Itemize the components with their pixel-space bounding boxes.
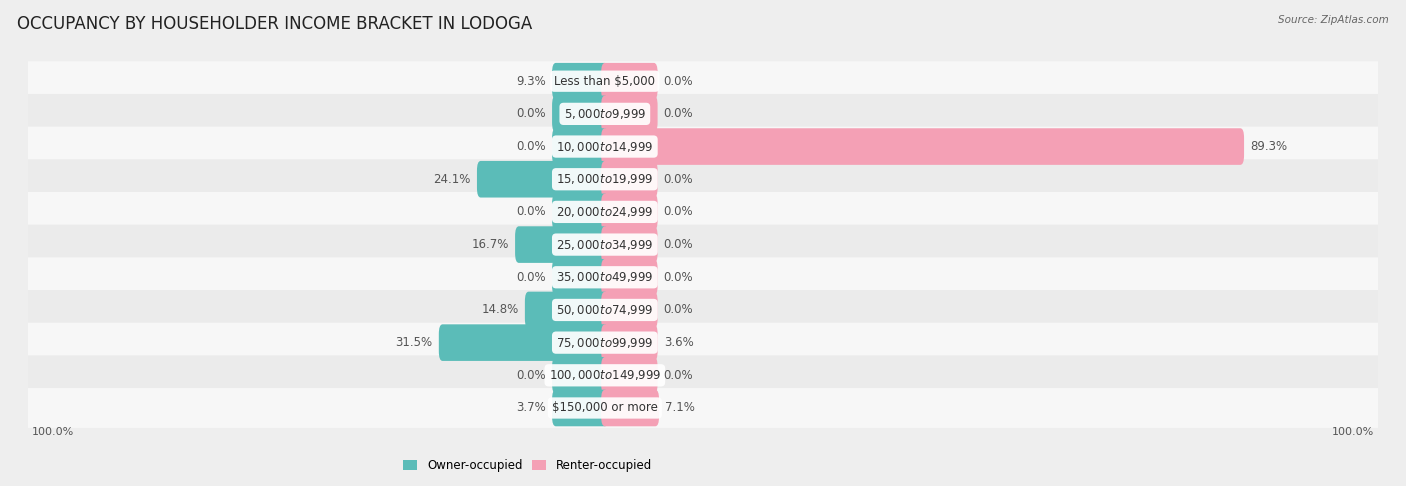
- Text: 0.0%: 0.0%: [664, 238, 693, 251]
- Text: 14.8%: 14.8%: [481, 303, 519, 316]
- FancyBboxPatch shape: [602, 63, 658, 100]
- FancyBboxPatch shape: [477, 161, 609, 197]
- FancyBboxPatch shape: [553, 390, 609, 426]
- FancyBboxPatch shape: [602, 292, 658, 328]
- Text: 0.0%: 0.0%: [664, 173, 693, 186]
- Text: 3.6%: 3.6%: [664, 336, 693, 349]
- FancyBboxPatch shape: [27, 127, 1379, 167]
- FancyBboxPatch shape: [553, 63, 609, 100]
- Legend: Owner-occupied, Renter-occupied: Owner-occupied, Renter-occupied: [398, 454, 657, 477]
- Text: $15,000 to $19,999: $15,000 to $19,999: [557, 172, 654, 186]
- Text: $25,000 to $34,999: $25,000 to $34,999: [557, 238, 654, 252]
- FancyBboxPatch shape: [439, 324, 609, 361]
- FancyBboxPatch shape: [524, 292, 609, 328]
- FancyBboxPatch shape: [553, 259, 609, 295]
- Text: 31.5%: 31.5%: [395, 336, 433, 349]
- FancyBboxPatch shape: [602, 357, 658, 394]
- Text: 0.0%: 0.0%: [664, 303, 693, 316]
- Text: 0.0%: 0.0%: [516, 369, 546, 382]
- FancyBboxPatch shape: [27, 159, 1379, 199]
- FancyBboxPatch shape: [602, 128, 1244, 165]
- Text: $150,000 or more: $150,000 or more: [553, 401, 658, 415]
- FancyBboxPatch shape: [553, 128, 609, 165]
- Text: $20,000 to $24,999: $20,000 to $24,999: [557, 205, 654, 219]
- Text: Source: ZipAtlas.com: Source: ZipAtlas.com: [1278, 15, 1389, 25]
- Text: 100.0%: 100.0%: [32, 427, 75, 436]
- Text: 3.7%: 3.7%: [516, 401, 546, 415]
- Text: 0.0%: 0.0%: [516, 107, 546, 121]
- Text: 0.0%: 0.0%: [664, 206, 693, 218]
- FancyBboxPatch shape: [27, 258, 1379, 297]
- FancyBboxPatch shape: [27, 355, 1379, 395]
- FancyBboxPatch shape: [602, 226, 658, 263]
- Text: $5,000 to $9,999: $5,000 to $9,999: [564, 107, 647, 121]
- FancyBboxPatch shape: [602, 96, 658, 132]
- FancyBboxPatch shape: [27, 290, 1379, 330]
- FancyBboxPatch shape: [602, 324, 658, 361]
- Text: Less than $5,000: Less than $5,000: [554, 75, 655, 87]
- Text: 89.3%: 89.3%: [1250, 140, 1288, 153]
- Text: 24.1%: 24.1%: [433, 173, 471, 186]
- Text: OCCUPANCY BY HOUSEHOLDER INCOME BRACKET IN LODOGA: OCCUPANCY BY HOUSEHOLDER INCOME BRACKET …: [17, 15, 531, 33]
- FancyBboxPatch shape: [602, 161, 658, 197]
- Text: $75,000 to $99,999: $75,000 to $99,999: [557, 336, 654, 349]
- Text: 0.0%: 0.0%: [664, 75, 693, 87]
- FancyBboxPatch shape: [553, 357, 609, 394]
- Text: 100.0%: 100.0%: [1331, 427, 1374, 436]
- Text: 0.0%: 0.0%: [664, 271, 693, 284]
- FancyBboxPatch shape: [27, 94, 1379, 134]
- Text: 0.0%: 0.0%: [516, 140, 546, 153]
- Text: $100,000 to $149,999: $100,000 to $149,999: [548, 368, 661, 382]
- Text: $10,000 to $14,999: $10,000 to $14,999: [557, 139, 654, 154]
- FancyBboxPatch shape: [602, 193, 658, 230]
- Text: 0.0%: 0.0%: [516, 271, 546, 284]
- Text: 16.7%: 16.7%: [471, 238, 509, 251]
- Text: 0.0%: 0.0%: [664, 107, 693, 121]
- FancyBboxPatch shape: [27, 323, 1379, 363]
- FancyBboxPatch shape: [515, 226, 609, 263]
- FancyBboxPatch shape: [602, 390, 659, 426]
- FancyBboxPatch shape: [27, 192, 1379, 232]
- Text: 0.0%: 0.0%: [664, 369, 693, 382]
- FancyBboxPatch shape: [602, 259, 658, 295]
- FancyBboxPatch shape: [27, 388, 1379, 428]
- Text: 0.0%: 0.0%: [516, 206, 546, 218]
- Text: 9.3%: 9.3%: [516, 75, 546, 87]
- FancyBboxPatch shape: [27, 225, 1379, 264]
- FancyBboxPatch shape: [553, 193, 609, 230]
- Text: 7.1%: 7.1%: [665, 401, 695, 415]
- Text: $35,000 to $49,999: $35,000 to $49,999: [557, 270, 654, 284]
- FancyBboxPatch shape: [553, 96, 609, 132]
- FancyBboxPatch shape: [27, 61, 1379, 101]
- Text: $50,000 to $74,999: $50,000 to $74,999: [557, 303, 654, 317]
